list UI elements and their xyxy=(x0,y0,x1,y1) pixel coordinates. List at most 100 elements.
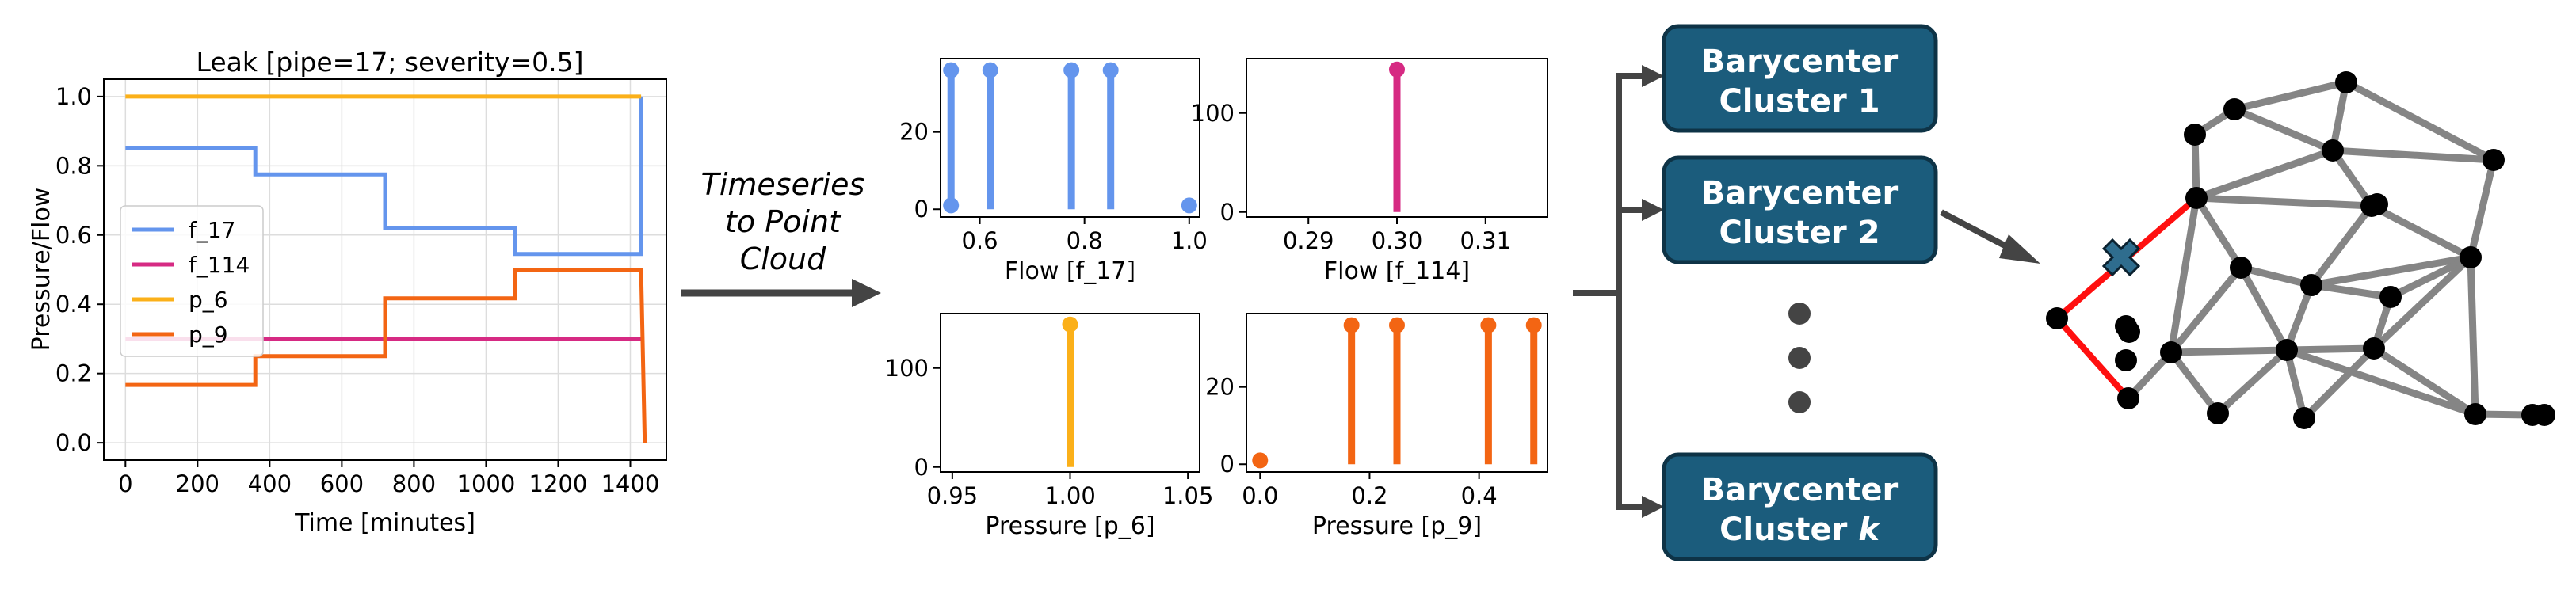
stem-marker xyxy=(1063,62,1080,78)
y-tick-label: 0 xyxy=(1220,451,1235,478)
conversion-label-line-1: Timeseries xyxy=(701,167,865,202)
network-node xyxy=(2366,193,2388,215)
y-tick-label: 0 xyxy=(914,454,929,481)
network-edge xyxy=(2368,202,2475,261)
cluster-2-title: Barycenter xyxy=(1701,175,1899,211)
legend-label-p-6: p_6 xyxy=(189,287,228,313)
network-edge xyxy=(2307,253,2475,289)
timeseries-lines xyxy=(125,94,647,443)
x-tick-label: 0.0 xyxy=(1242,482,1278,509)
network-edge xyxy=(2167,194,2200,356)
x-tick-label: 0.6 xyxy=(961,227,998,254)
network-edge xyxy=(2283,281,2315,354)
network-node xyxy=(2276,339,2298,361)
network-edge xyxy=(2192,146,2337,202)
conversion-arrow-group: Timeseries to Point Cloud xyxy=(681,167,881,307)
network-edge xyxy=(2167,346,2291,356)
cluster-1-title: Barycenter xyxy=(1701,44,1899,80)
network-node xyxy=(2293,407,2315,429)
plot-frame xyxy=(1246,313,1548,473)
network-edge xyxy=(2192,194,2245,272)
network-node xyxy=(2230,257,2252,279)
network-edge xyxy=(2192,194,2376,210)
timeseries-x-ticks: 0 200 400 600 800 1000 1200 1400 xyxy=(118,460,659,497)
x-tick-label: 1000 xyxy=(457,470,516,497)
network-node xyxy=(2322,139,2344,162)
network-edge xyxy=(2237,264,2315,289)
network-edge xyxy=(2329,146,2376,210)
network-edge xyxy=(2237,264,2291,354)
x-tick-label: 600 xyxy=(320,470,364,497)
stem-marker xyxy=(1343,317,1360,333)
x-tick-label: 800 xyxy=(392,470,436,497)
stem-marker xyxy=(1252,452,1269,469)
branch-arrowhead-1 xyxy=(1642,65,1664,87)
network-node xyxy=(2115,315,2137,337)
stem-marker xyxy=(1062,316,1078,333)
x-axis-label: Pressure [p_9] xyxy=(1312,512,1482,540)
y-tick-label: 0.4 xyxy=(55,291,92,318)
timeseries-y-ticks: 0.0 0.2 0.4 0.6 0.8 1.0 xyxy=(55,83,104,456)
network-edge xyxy=(2283,344,2378,354)
network-edge xyxy=(2370,253,2475,352)
network-edge xyxy=(2231,78,2350,113)
point-cloud-chart-f-114: 0.29 0.30 0.31 0 100 Flow [f_114] xyxy=(1191,58,1548,285)
network-edge xyxy=(2387,253,2475,301)
network-node xyxy=(2483,149,2505,171)
network-node xyxy=(2184,124,2206,146)
network-graph xyxy=(2046,71,2555,429)
stem-marker xyxy=(1480,317,1497,333)
timeseries-chart: Leak [pipe=17; severity=0.5] 0 200 400 600 8… xyxy=(28,47,667,537)
network-node xyxy=(2223,98,2246,120)
network-edge xyxy=(2307,281,2395,301)
y-tick-label: 0.2 xyxy=(55,360,92,387)
x-tick-label: 0.8 xyxy=(1067,227,1103,254)
cluster-1-subtitle: Cluster 1 xyxy=(1719,83,1880,120)
branch-arrowhead-k xyxy=(1642,496,1664,518)
stem-marker xyxy=(943,62,960,78)
x-tick-label: 1.00 xyxy=(1044,482,1096,509)
x-tick-label: 1400 xyxy=(601,470,660,497)
stem-marker xyxy=(1525,317,1542,333)
x-tick-label: 0.29 xyxy=(1283,227,1334,254)
network-node xyxy=(2464,403,2486,425)
y-tick-label: 0.8 xyxy=(55,152,92,179)
legend-label-f-17: f_17 xyxy=(189,217,236,243)
timeseries-plot-frame xyxy=(103,78,667,461)
x-tick-label: 1.05 xyxy=(1162,482,1214,509)
x-tick-label: 0 xyxy=(118,470,132,497)
x-tick-label: 1200 xyxy=(529,470,588,497)
x-axis-label: Flow [f_114] xyxy=(1324,257,1470,285)
stem-marker xyxy=(1181,197,1197,214)
y-tick-label: 100 xyxy=(885,355,929,382)
network-node xyxy=(2300,274,2322,296)
network-edge xyxy=(2300,344,2378,422)
network-edge xyxy=(2329,78,2350,154)
branch-arrowhead-2 xyxy=(1642,199,1664,221)
cluster-k-subtitle: Cluster k xyxy=(1719,512,1881,548)
timeseries-chart-title: Leak [pipe=17; severity=0.5] xyxy=(197,47,584,78)
network-node xyxy=(2185,187,2208,209)
network-node xyxy=(2363,337,2385,360)
cluster-box-k: Barycenter Cluster k xyxy=(1662,452,1938,561)
x-tick-label: 0.31 xyxy=(1460,227,1511,254)
network-edge xyxy=(2214,346,2291,417)
legend-box xyxy=(120,205,264,357)
x-tick-label: 200 xyxy=(176,470,219,497)
timeseries-y-axis-label: Pressure/Flow xyxy=(28,188,55,352)
x-tick-label: 400 xyxy=(248,470,292,497)
y-tick-label: 0 xyxy=(914,196,929,223)
network-edge xyxy=(2329,146,2498,164)
network-node xyxy=(2335,71,2357,93)
cluster-branch-arrows xyxy=(1573,65,1664,518)
x-tick-label: 0.4 xyxy=(1461,482,1498,509)
legend-label-f-114: f_114 xyxy=(189,252,250,278)
network-edge xyxy=(2283,346,2308,422)
leak-location-x-icon xyxy=(2101,238,2141,277)
network-node xyxy=(2117,387,2139,409)
legend-label-p-9: p_9 xyxy=(189,322,228,348)
x-axis-label: Pressure [p_6] xyxy=(985,512,1154,540)
network-node xyxy=(2046,307,2068,329)
network-edge xyxy=(2167,348,2222,417)
